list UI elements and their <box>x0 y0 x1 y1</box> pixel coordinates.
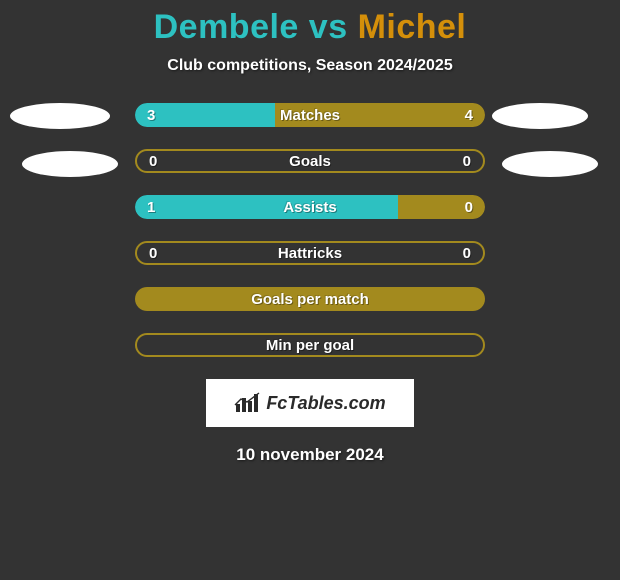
vs-label: vs <box>309 8 348 46</box>
decorative-ellipse <box>22 151 118 177</box>
stat-row: Min per goal <box>135 333 485 357</box>
logo-box: FcTables.com <box>206 379 414 427</box>
decorative-ellipse <box>10 103 110 129</box>
decorative-ellipse <box>502 151 598 177</box>
stat-row: Hattricks0 0 <box>135 241 485 265</box>
page-title: Dembele vs Michel <box>0 0 620 47</box>
logo-text: FcTables.com <box>266 393 385 414</box>
stat-row: Goals0 0 <box>135 149 485 173</box>
stat-label: Min per goal <box>137 335 483 355</box>
left-value: 0 <box>149 243 157 263</box>
right-value: 0 <box>463 151 471 171</box>
stat-row: Assists1 0 <box>135 195 485 219</box>
player2-name: Michel <box>358 8 467 46</box>
date-label: 10 november 2024 <box>0 445 620 465</box>
left-value: 0 <box>149 151 157 171</box>
bar-chart-icon <box>234 392 260 414</box>
player1-name: Dembele <box>154 8 299 46</box>
stat-label: Hattricks <box>137 243 483 263</box>
stat-label: Assists <box>135 195 485 219</box>
comparison-chart: Matches34Goals00Assists10Hattricks00Goal… <box>0 103 620 357</box>
stat-label: Matches <box>135 103 485 127</box>
decorative-ellipse <box>492 103 588 129</box>
stat-label: Goals <box>137 151 483 171</box>
right-value: 0 <box>465 195 473 219</box>
stat-label: Goals per match <box>135 287 485 311</box>
left-value: 1 <box>147 195 155 219</box>
subtitle: Club competitions, Season 2024/2025 <box>0 57 620 75</box>
right-value: 4 <box>465 103 473 127</box>
stat-row: Matches3 4 <box>135 103 485 127</box>
right-value: 0 <box>463 243 471 263</box>
stat-row: Goals per match <box>135 287 485 311</box>
left-value: 3 <box>147 103 155 127</box>
